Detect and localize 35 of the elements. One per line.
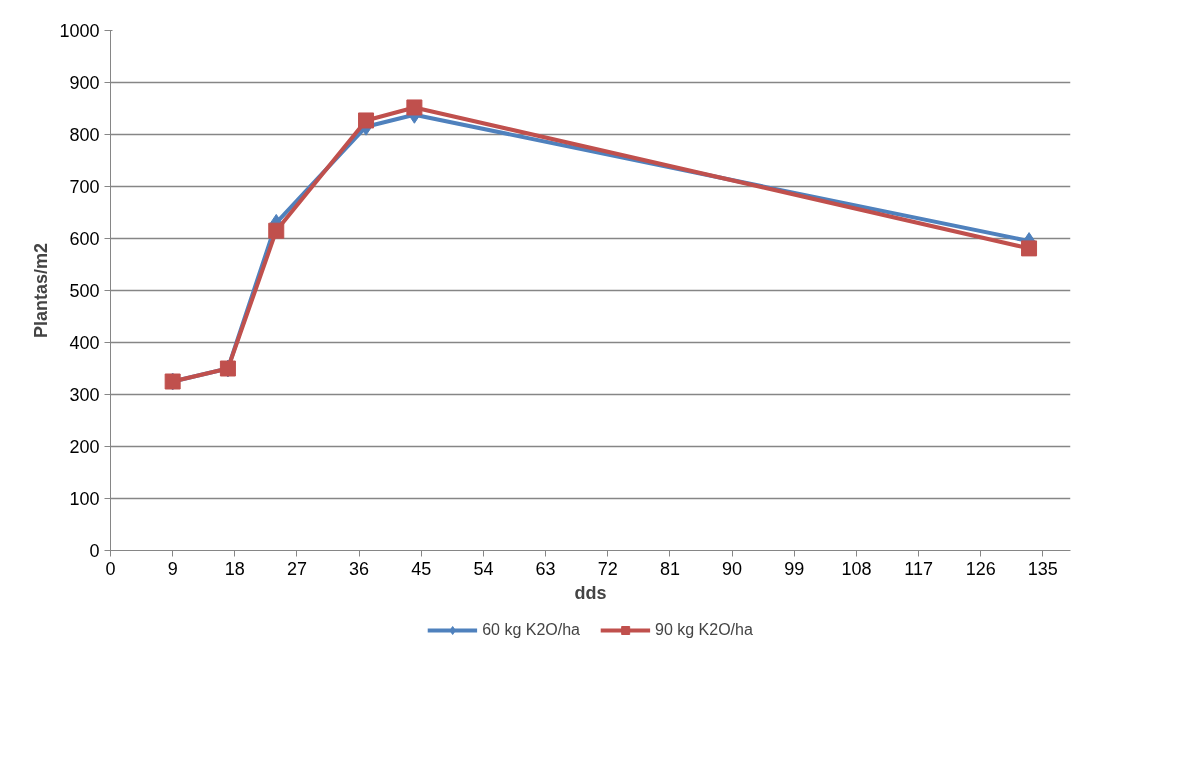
x-tick-label: 54	[473, 558, 494, 579]
x-tick-label: 117	[904, 558, 933, 579]
y-tick-label: 100	[69, 489, 100, 509]
y-tick-label: 0	[89, 541, 100, 561]
y-tick-label: 600	[69, 229, 100, 249]
legend-label: 90 kg K2O/ha	[655, 621, 753, 639]
x-tick-label: 27	[286, 558, 307, 579]
y-tick-label: 500	[69, 281, 100, 301]
x-tick-label: 63	[535, 558, 556, 579]
y-tick-label: 1000	[59, 21, 100, 41]
x-tick-label: 81	[659, 558, 680, 579]
x-tick-label: 9	[167, 558, 178, 579]
x-tick-label: 108	[841, 558, 872, 579]
x-tick-label: 126	[965, 558, 996, 579]
x-tick-label: 0	[105, 558, 116, 579]
x-tick-label: 135	[1027, 558, 1058, 579]
x-tick-label: 45	[411, 558, 432, 579]
point	[1021, 240, 1038, 257]
x-tick-label: 90	[722, 558, 743, 579]
y-tick-label: 200	[69, 437, 100, 457]
y-tick-label: 800	[69, 125, 100, 145]
x-tick-label: 36	[349, 558, 370, 579]
y-tick-label: 300	[69, 385, 100, 405]
y-axis-title: Plantas/m2	[31, 242, 52, 339]
point	[358, 112, 375, 129]
legend-label: 60 kg K2O/ha	[482, 621, 580, 639]
x-axis-title: dds	[574, 582, 607, 603]
point	[268, 222, 285, 239]
point	[406, 99, 423, 116]
x-tick-label: 18	[224, 558, 245, 579]
y-tick-label: 400	[69, 333, 100, 353]
y-tick-label: 900	[69, 73, 100, 93]
x-tick-label: 72	[597, 558, 618, 579]
y-tick-label: 700	[69, 177, 100, 197]
x-tick-label: 99	[784, 558, 805, 579]
